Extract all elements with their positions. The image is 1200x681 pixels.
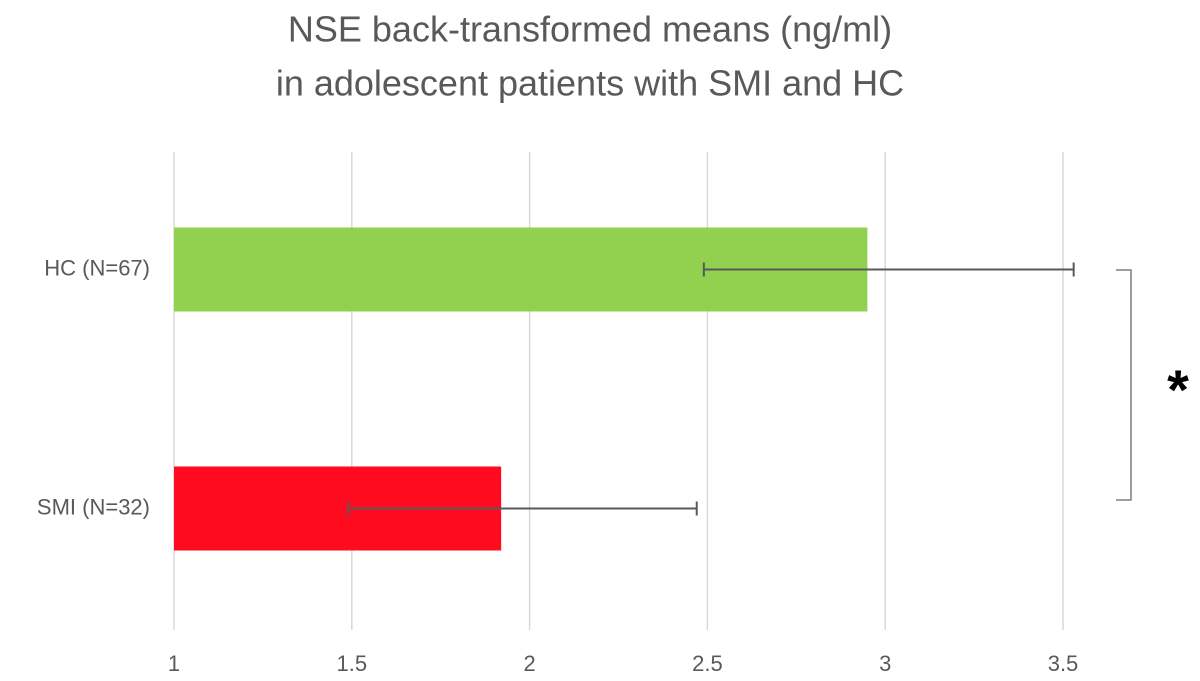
chart-title: NSE back-transformed means (ng/ml) [288, 9, 892, 50]
chart-title: in adolescent patients with SMI and HC [276, 63, 904, 104]
x-tick-label: 1.5 [337, 651, 368, 676]
x-tick-label: 3.5 [1048, 651, 1079, 676]
x-tick-label: 2 [523, 651, 535, 676]
significance-bracket [1116, 269, 1132, 501]
x-tick-label: 2.5 [692, 651, 723, 676]
significance-mark: * [1167, 358, 1189, 421]
y-tick-label: HC (N=67) [44, 255, 150, 280]
y-tick-label: SMI (N=32) [37, 494, 150, 519]
x-tick-label: 1 [168, 651, 180, 676]
x-tick-label: 3 [879, 651, 891, 676]
